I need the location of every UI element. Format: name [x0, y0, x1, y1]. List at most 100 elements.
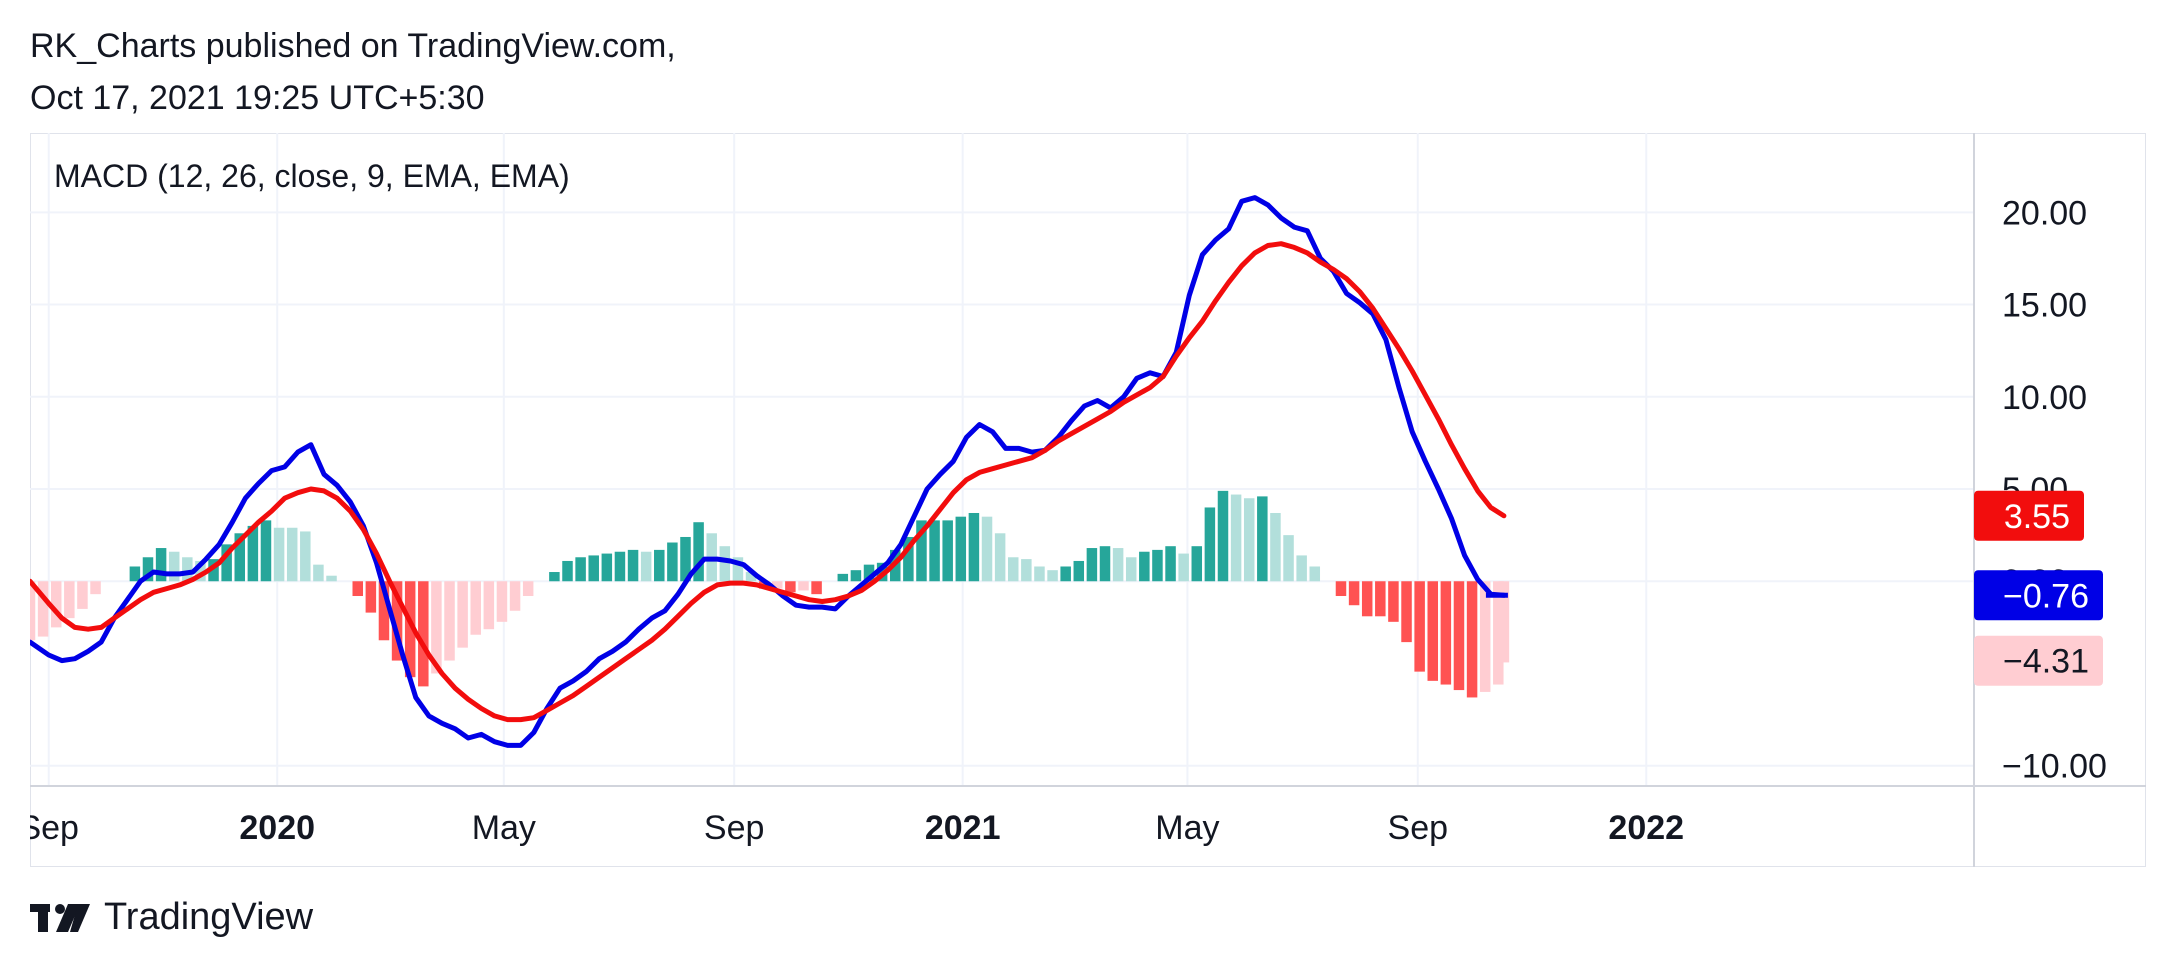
- y-tick-label: 10.00: [2002, 379, 2087, 417]
- x-tick-label: Sep: [704, 809, 765, 847]
- histogram-bar: [1309, 566, 1321, 582]
- histogram-bar: [273, 527, 285, 582]
- histogram-bar: [903, 536, 914, 582]
- histogram-bar: [1139, 551, 1150, 582]
- histogram-bar: [352, 581, 363, 597]
- last-value-badge: −0.76: [1974, 570, 2103, 621]
- histogram-bar: [522, 581, 534, 597]
- histogram-bar: [1007, 557, 1019, 582]
- histogram-bar: [1152, 549, 1163, 582]
- histogram-bar: [1388, 581, 1399, 622]
- histogram-bar: [313, 564, 324, 582]
- histogram-bar: [129, 566, 141, 582]
- histogram-bar: [627, 549, 639, 582]
- x-tick-label: May: [1155, 809, 1219, 847]
- histogram-bar: [168, 551, 180, 582]
- histogram-bar: [37, 581, 49, 637]
- histogram-bar: [1335, 581, 1347, 597]
- histogram-bar: [732, 557, 744, 582]
- histogram-bar: [155, 548, 167, 582]
- x-tick-label: 2021: [925, 809, 1001, 847]
- histogram-bar: [745, 572, 757, 582]
- histogram-bar: [30, 581, 36, 641]
- histogram-bar: [1479, 581, 1491, 692]
- histogram-bar: [1060, 566, 1071, 582]
- histogram-bar: [1243, 498, 1255, 582]
- histogram-bar: [90, 581, 101, 595]
- x-tick-label: 2022: [1608, 809, 1684, 847]
- y-tick-label: 15.00: [2002, 287, 2087, 325]
- publisher-line: RK_Charts published on TradingView.com,: [30, 27, 676, 65]
- histogram-bar: [693, 522, 704, 582]
- histogram-bar: [785, 581, 796, 593]
- y-tick-label: −10.00: [2002, 748, 2107, 786]
- histogram-bar: [837, 573, 849, 582]
- histogram-bar: [1230, 494, 1242, 582]
- plot-area: [30, 133, 1974, 786]
- histogram-bar: [300, 531, 311, 582]
- histogram-bar: [404, 581, 416, 678]
- publish-date: Oct 17, 2021 19:25 UTC+5:30: [30, 79, 485, 117]
- histogram-bar: [640, 551, 652, 582]
- histogram-bar: [863, 564, 875, 582]
- histogram-bar: [247, 525, 259, 582]
- histogram-bar: [1440, 581, 1452, 685]
- histogram-bar: [575, 557, 586, 582]
- histogram-bar: [601, 553, 613, 582]
- histogram-bar: [1414, 581, 1425, 672]
- histogram-bar: [378, 581, 390, 641]
- histogram-bar: [1125, 557, 1137, 582]
- histogram-bar: [1099, 546, 1111, 582]
- histogram-bar: [562, 560, 573, 582]
- histogram-bar: [64, 581, 75, 619]
- histogram-bar: [391, 581, 403, 661]
- histogram-bar: [509, 581, 521, 611]
- histogram-bar: [667, 542, 678, 582]
- footer-logo[interactable]: TradingView: [30, 896, 313, 939]
- histogram-bar: [208, 559, 219, 582]
- histogram-bar: [654, 549, 665, 582]
- publication-header: RK_Charts published on TradingView.com, …: [30, 20, 676, 124]
- histogram-bar: [588, 555, 599, 582]
- histogram-bar: [496, 581, 508, 622]
- last-value-badge-text: −0.76: [2003, 577, 2089, 615]
- histogram-bar: [77, 581, 88, 609]
- histogram-bar: [850, 570, 862, 582]
- histogram-bar: [916, 520, 927, 582]
- histogram-bar: [1375, 581, 1386, 617]
- last-value-badge: 3.55: [1974, 490, 2084, 541]
- x-tick-label: Sep: [18, 809, 79, 847]
- histogram-bar: [994, 533, 1006, 582]
- signal-line: [30, 241, 1507, 723]
- histogram-bar: [1453, 581, 1465, 691]
- x-tick-label: Sep: [1388, 809, 1449, 847]
- histogram-bar: [182, 557, 193, 582]
- histogram-bar: [955, 516, 967, 582]
- x-tick-label: May: [472, 809, 536, 847]
- histogram-bar: [1361, 581, 1373, 617]
- histogram-bar: [1086, 548, 1098, 582]
- histogram-bar: [1204, 507, 1216, 582]
- chart-frame: [30, 133, 2146, 867]
- histogram-bar: [234, 533, 246, 582]
- histogram-bar: [1401, 581, 1412, 643]
- histogram-bar: [1493, 581, 1504, 685]
- histogram-bar: [195, 560, 206, 582]
- macd-line: [30, 195, 1507, 748]
- histogram-bar: [942, 520, 953, 582]
- histogram-bar: [1466, 581, 1478, 698]
- histogram-bar: [1047, 570, 1058, 582]
- last-value-badge: −4.31: [1974, 635, 2103, 686]
- histogram-bar: [221, 544, 232, 582]
- histogram-bar: [1217, 490, 1229, 582]
- histogram-bar: [483, 581, 495, 630]
- histogram-bar: [286, 527, 298, 582]
- histogram-bar: [365, 581, 377, 613]
- y-tick-label: 20.00: [2002, 194, 2087, 232]
- last-value-badge-bg: [1974, 570, 2103, 621]
- last-value-badge-bg: [1974, 490, 2084, 541]
- histogram-bar: [1112, 548, 1124, 582]
- last-value-badge-bg: [1974, 635, 2103, 686]
- histogram-bar: [1165, 546, 1176, 582]
